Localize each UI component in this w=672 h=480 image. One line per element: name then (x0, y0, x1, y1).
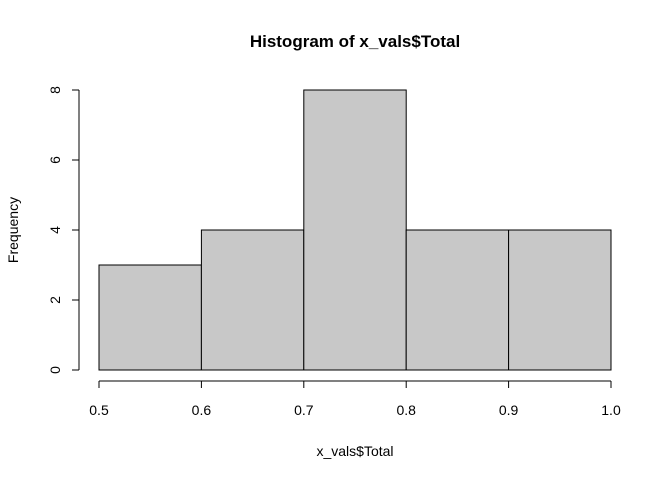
histogram-bar-5 (508, 229, 612, 371)
x-tick-label-2: 0.6 (192, 402, 212, 418)
x-tick-label-6: 1.0 (601, 402, 621, 418)
y-axis-label: Frequency (5, 197, 21, 263)
x-tick-label-5: 0.9 (499, 402, 519, 418)
y-tick-label-1: 0 (47, 366, 63, 374)
y-axis: 0 2 4 6 8 (47, 86, 80, 374)
y-tick-label-2: 2 (47, 296, 63, 304)
y-tick-label-3: 4 (47, 226, 63, 234)
histogram-bar-2 (200, 229, 305, 371)
x-tick-label-3: 0.7 (294, 402, 314, 418)
x-tick-label-1: 0.5 (89, 402, 109, 418)
y-tick-label-5: 8 (47, 86, 63, 94)
histogram-bar-4 (405, 229, 510, 371)
histogram-bars (98, 89, 612, 371)
x-axis: 0.5 0.6 0.7 0.8 0.9 1.0 (89, 380, 621, 418)
y-tick-label-4: 6 (47, 156, 63, 164)
chart-title: Histogram of x_vals$Total (250, 32, 460, 51)
histogram-bar-1 (98, 264, 202, 371)
histogram-bar-3 (303, 89, 407, 371)
x-tick-label-4: 0.8 (396, 402, 416, 418)
x-axis-label: x_vals$Total (316, 443, 393, 459)
